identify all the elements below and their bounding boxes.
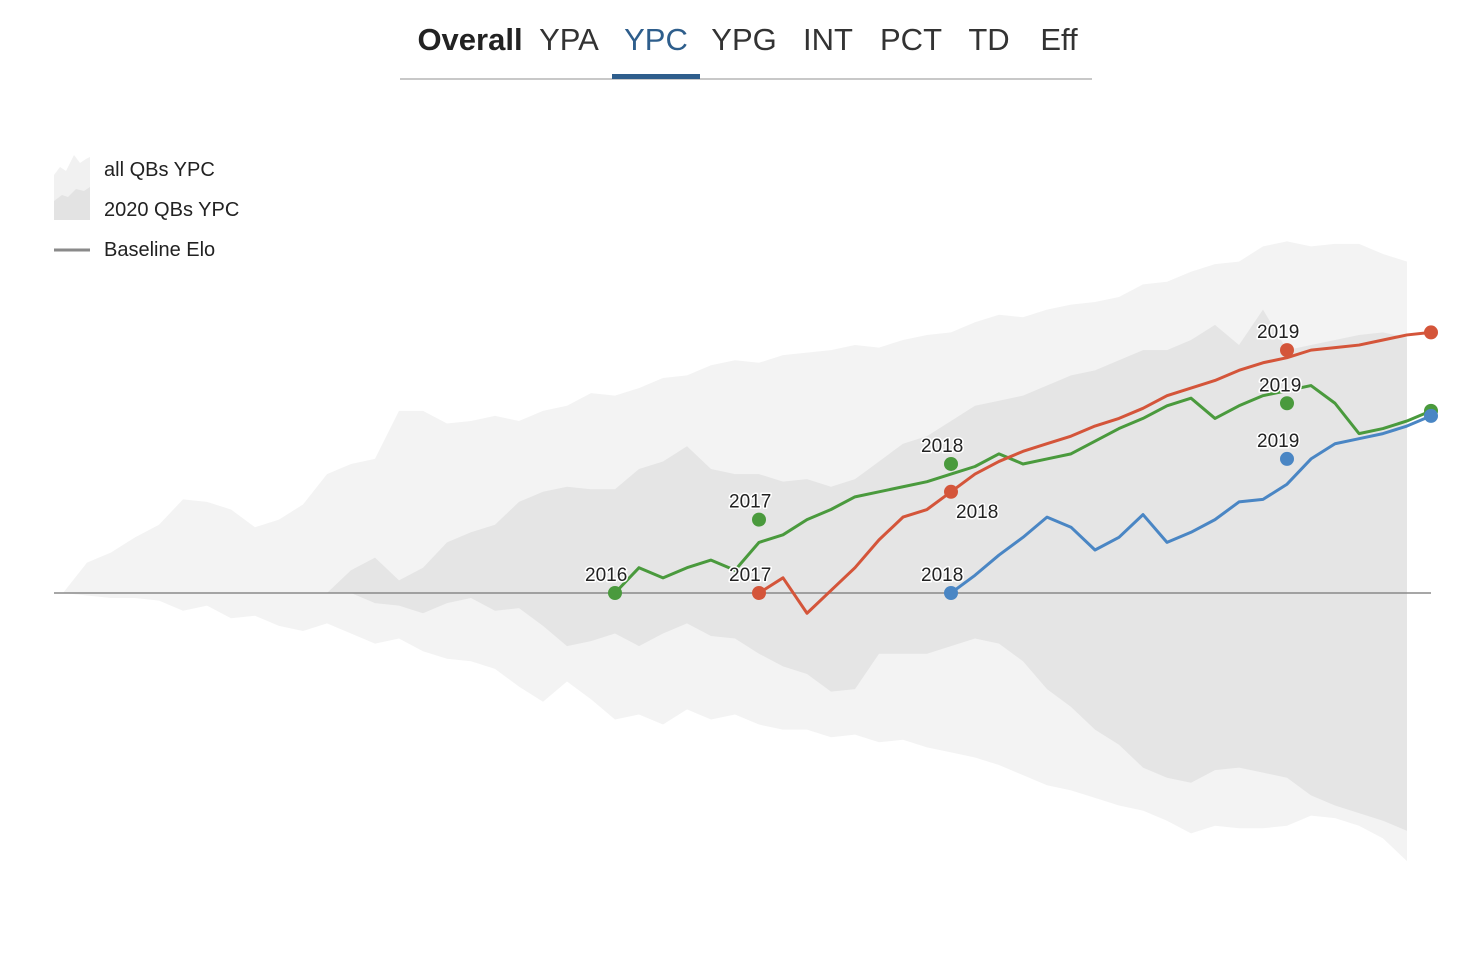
legend-label-2020-qbs: 2020 QBs YPC [104,199,240,221]
series-green-point-0 [608,586,622,600]
series-green-point-3 [1280,396,1294,411]
tab-ypa[interactable]: YPA [539,22,599,57]
tab-eff[interactable]: Eff [1040,22,1078,57]
series-red-point-3 [1424,325,1438,340]
series-blue-line [950,414,1432,595]
series-red-point-2 [1280,343,1294,358]
series-blue-point-1 [1280,451,1294,466]
series-red-label-1: 2018 [956,502,998,523]
legend-swatch-bands [54,155,90,220]
tab-td[interactable]: TD [968,22,1010,57]
series-blue-point-0 [944,586,958,600]
series-green-point-1 [752,512,766,527]
series-red-label-2: 2019 [1257,322,1299,343]
stat-tabs: Overall YPA YPC YPG INT PCT TD Eff [400,0,1092,80]
legend-all-qbs: all QBs YPC [54,155,294,220]
legend-label-all-qbs: all QBs YPC [104,159,215,181]
series-green-label-2: 2018 [921,436,963,457]
active-tab-indicator [612,74,700,79]
tab-int[interactable]: INT [803,22,853,57]
series-blue-point-2 [1424,408,1438,423]
series-red-point-1 [944,484,958,499]
legend-label-baseline: Baseline Elo [104,239,216,261]
series-green-label-1: 2017 [729,492,771,513]
series-green-line [613,384,1432,595]
tab-ypg[interactable]: YPG [711,22,777,57]
tab-pct[interactable]: PCT [880,22,942,57]
series-blue-label-1: 2019 [1257,431,1299,452]
series-green-label-0: 2016 [585,565,627,586]
series-green-label-3: 2019 [1259,375,1301,396]
series-blue-label-0: 2018 [921,565,963,586]
legend-swatch-baseline [54,248,90,252]
tab-ypc[interactable]: YPC [624,22,688,57]
series-green-point-2 [944,456,958,471]
series-red-line [758,330,1432,615]
series-red-label-0: 2017 [729,565,771,586]
series-red-point-0 [752,586,766,600]
tab-overall[interactable]: Overall [417,22,523,57]
legend-2020-qbs: 2020 QBs YPC [54,195,294,225]
legend-baseline: Baseline Elo [54,235,294,265]
